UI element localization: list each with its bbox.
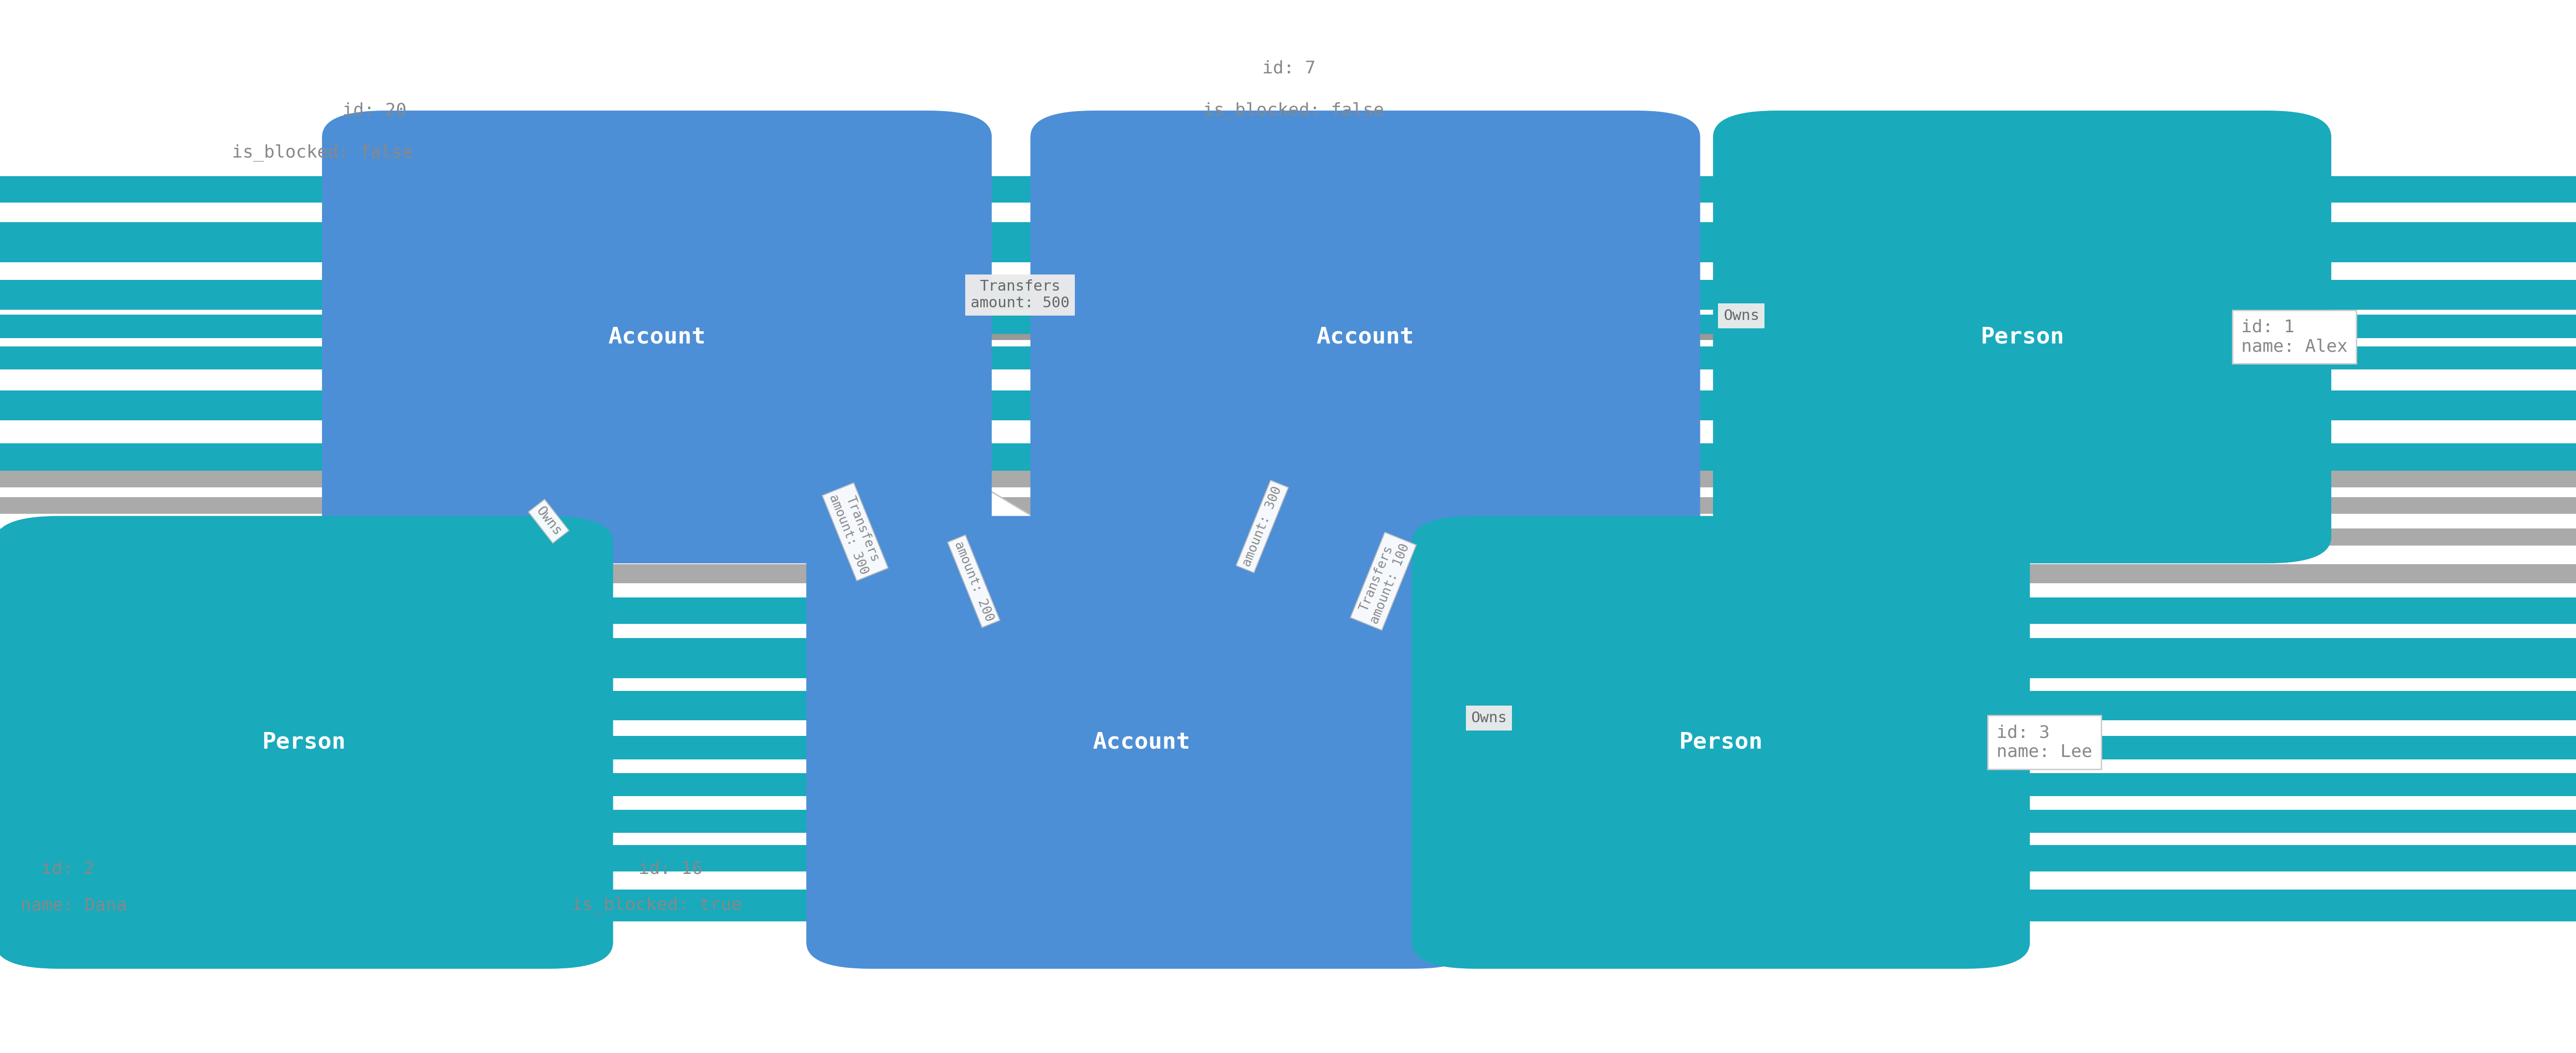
Text: Owns: Owns: [1723, 309, 1759, 323]
FancyBboxPatch shape: [1713, 111, 2331, 563]
Polygon shape: [1172, 469, 1520, 600]
Text: id: 7: id: 7: [1262, 60, 1316, 77]
FancyBboxPatch shape: [1030, 111, 1700, 563]
Bar: [0, 810, 2576, 833]
Bar: [0, 598, 2576, 623]
Bar: [0, 222, 2576, 262]
Bar: [0, 443, 2576, 483]
Bar: [0, 529, 2576, 545]
Bar: [0, 471, 2576, 488]
Text: id: 1
name: Alex: id: 1 name: Alex: [2241, 319, 2347, 355]
Text: Owns: Owns: [533, 504, 564, 538]
Text: id: 20: id: 20: [343, 102, 407, 119]
Bar: [0, 691, 2576, 720]
Bar: [0, 890, 2576, 921]
Bar: [0, 736, 2576, 759]
Bar: [0, 638, 2576, 678]
Bar: [0, 497, 2576, 514]
Text: amount: 300: amount: 300: [1239, 484, 1285, 569]
Polygon shape: [708, 469, 1172, 600]
Text: Transfers
amount: 100: Transfers amount: 100: [1355, 537, 1412, 625]
Bar: [0, 845, 2576, 872]
FancyBboxPatch shape: [322, 111, 992, 563]
Bar: [0, 564, 2576, 583]
Bar: [0, 391, 2576, 420]
FancyBboxPatch shape: [1412, 516, 2030, 969]
Text: Person: Person: [1680, 732, 1762, 753]
Text: is_blocked: false: is_blocked: false: [1203, 102, 1383, 119]
Text: Account: Account: [1316, 326, 1414, 347]
FancyBboxPatch shape: [806, 516, 1476, 969]
Bar: [0, 177, 2576, 202]
Bar: [0, 346, 2576, 370]
Text: Transfers
amount: 300: Transfers amount: 300: [827, 488, 884, 576]
Text: Transfers
amount: 500: Transfers amount: 500: [971, 279, 1069, 311]
Text: id: 3
name: Lee: id: 3 name: Lee: [1996, 724, 2092, 760]
Text: name: Dana: name: Dana: [21, 897, 126, 914]
Text: id: 2: id: 2: [41, 860, 95, 877]
Text: Account: Account: [608, 326, 706, 347]
Text: amount: 200: amount: 200: [951, 539, 997, 623]
Bar: [0, 773, 2576, 796]
Text: Owns: Owns: [1471, 711, 1507, 726]
FancyBboxPatch shape: [0, 516, 613, 969]
Text: Person: Person: [263, 732, 345, 753]
Text: Person: Person: [1981, 326, 2063, 347]
Bar: [0, 280, 2576, 310]
Bar: [0, 315, 2576, 338]
Text: is_blocked: false: is_blocked: false: [232, 144, 412, 161]
Text: is_blocked: true: is_blocked: true: [572, 897, 742, 914]
Text: Account: Account: [1092, 732, 1190, 753]
Text: id: 16: id: 16: [639, 860, 703, 877]
